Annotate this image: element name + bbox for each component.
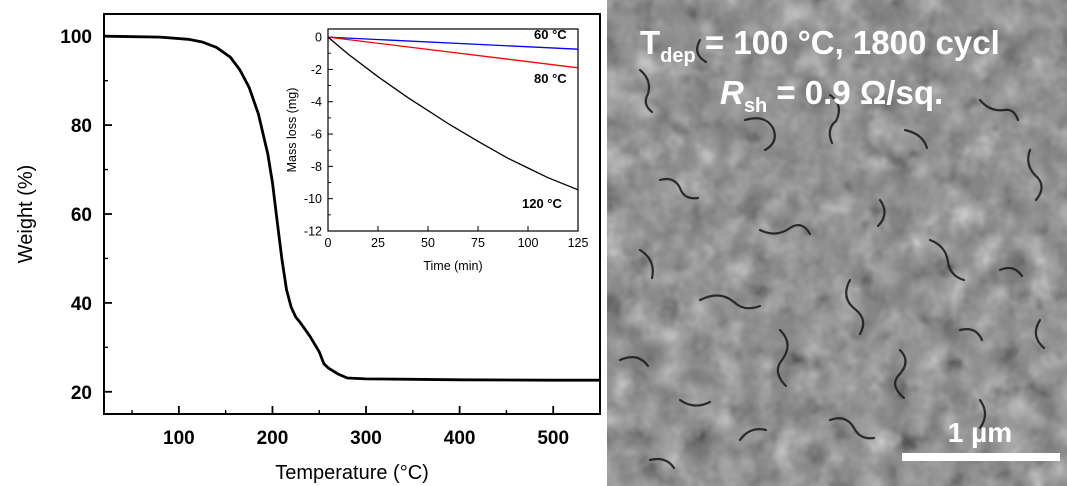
inset-chart: 0 25 50 75 100 125 0 -2 -4 -6 -8 -10 -12 60 °C 80 °C 1… bbox=[285, 27, 588, 273]
inset-x-tick-label: 125 bbox=[568, 236, 589, 250]
y-tick-label: 100 bbox=[60, 27, 92, 48]
x-tick-label: 500 bbox=[537, 428, 569, 449]
inset-series-line bbox=[328, 36, 578, 191]
y-tick-label: 40 bbox=[71, 294, 92, 315]
x-axis-title: Temperature (°C) bbox=[275, 462, 429, 484]
inset-series-group bbox=[328, 36, 578, 191]
inset-series-labels: 60 °C 80 °C 120 °C bbox=[522, 27, 567, 211]
sem-grain-boundaries bbox=[618, 38, 1046, 470]
sem-grain-texture bbox=[607, 0, 1067, 486]
inset-series-label: 60 °C bbox=[534, 27, 567, 42]
sheet-resistance-label: Rsh = 0.9 Ω/sq. bbox=[720, 74, 943, 117]
inset-y-tick-label: 0 bbox=[315, 31, 322, 45]
inset-y-tick-label: -12 bbox=[304, 225, 322, 239]
inset-y-tick-label: -8 bbox=[311, 160, 322, 174]
inset-series-label: 120 °C bbox=[522, 196, 563, 211]
scale-bar bbox=[902, 453, 1060, 461]
inset-y-tick-label: -4 bbox=[311, 95, 322, 109]
scale-bar-label: 1 µm bbox=[948, 417, 1012, 448]
x-tick-label: 300 bbox=[350, 428, 382, 449]
inset-x-tick-label: 100 bbox=[518, 236, 539, 250]
y-tick-label: 60 bbox=[71, 205, 92, 226]
main-series-group bbox=[104, 34, 600, 382]
inset-y-tick-label: -2 bbox=[311, 63, 322, 77]
inset-x-tick-label: 75 bbox=[471, 236, 485, 250]
inset-x-tick-label: 0 bbox=[325, 236, 332, 250]
inset-y-axis-title: Mass loss (mg) bbox=[285, 88, 299, 173]
y-axis-title: Weight (%) bbox=[15, 165, 37, 264]
inset-x-axis-title: Time (min) bbox=[423, 259, 482, 273]
sem-micrograph: Tdep = 100 °C, 1800 cycl Rsh = 0.9 Ω/sq.… bbox=[607, 0, 1067, 486]
inset-series-line bbox=[328, 36, 578, 50]
deposition-temperature-label: Tdep = 100 °C, 1800 cycl bbox=[640, 24, 1000, 67]
inset-y-tick-label: -6 bbox=[311, 128, 322, 142]
x-tick-label: 200 bbox=[257, 428, 289, 449]
inset-series-line bbox=[328, 36, 578, 69]
inset-series-label: 80 °C bbox=[534, 71, 567, 86]
inset-x-tick-label: 50 bbox=[421, 236, 435, 250]
inset-y-tick-label: -10 bbox=[304, 192, 322, 206]
inset-x-tick-label: 25 bbox=[371, 236, 385, 250]
weight-curve bbox=[104, 34, 600, 382]
y-tick-label: 80 bbox=[71, 116, 92, 137]
inset-ticks: 0 25 50 75 100 125 0 -2 -4 -6 -8 -10 -12 bbox=[304, 31, 589, 250]
x-tick-label: 100 bbox=[163, 428, 195, 449]
y-tick-label: 20 bbox=[71, 383, 92, 404]
x-tick-label: 400 bbox=[444, 428, 476, 449]
